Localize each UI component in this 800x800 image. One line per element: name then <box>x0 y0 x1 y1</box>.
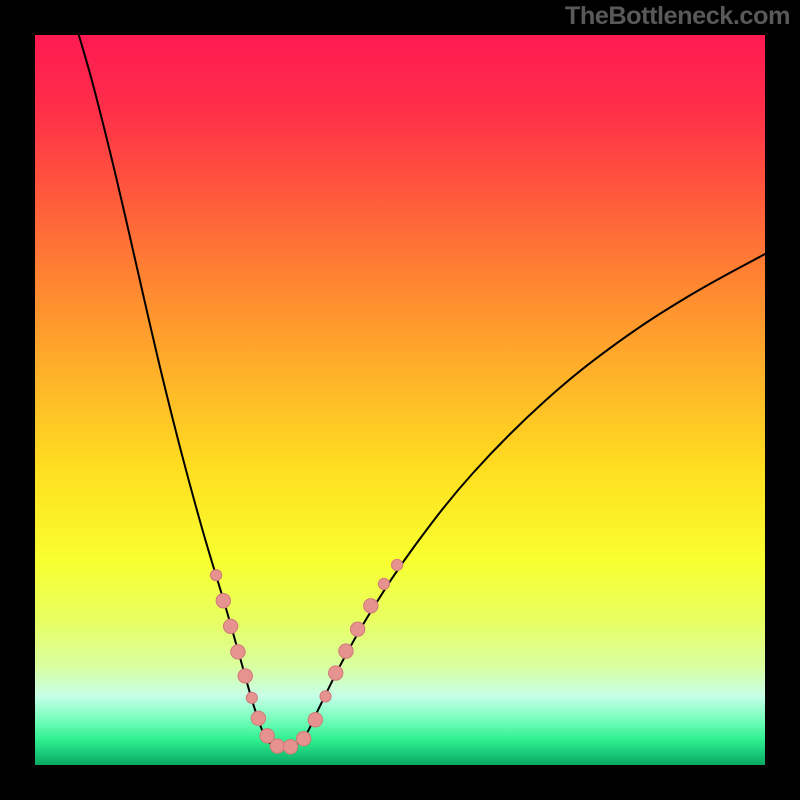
curve-marker <box>251 711 265 725</box>
curve-marker <box>339 644 353 658</box>
plot-area <box>35 35 765 765</box>
curve-marker <box>329 666 343 680</box>
curve-marker <box>210 570 221 581</box>
curve-marker <box>391 559 402 570</box>
curve-marker <box>223 619 237 633</box>
curve-marker <box>216 594 230 608</box>
chart-stage: TheBottleneck.com <box>0 0 800 800</box>
curve-marker <box>350 622 364 636</box>
curve-marker <box>296 732 310 746</box>
curve-marker <box>378 578 389 589</box>
curve-marker <box>308 713 322 727</box>
curve-marker <box>231 645 245 659</box>
curve-marker <box>320 691 331 702</box>
watermark-text: TheBottleneck.com <box>565 2 790 31</box>
curve-marker <box>364 599 378 613</box>
curve-marker <box>238 669 252 683</box>
gradient-chart <box>35 35 765 765</box>
curve-marker <box>246 692 257 703</box>
curve-marker <box>270 739 284 753</box>
curve-marker <box>283 740 297 754</box>
